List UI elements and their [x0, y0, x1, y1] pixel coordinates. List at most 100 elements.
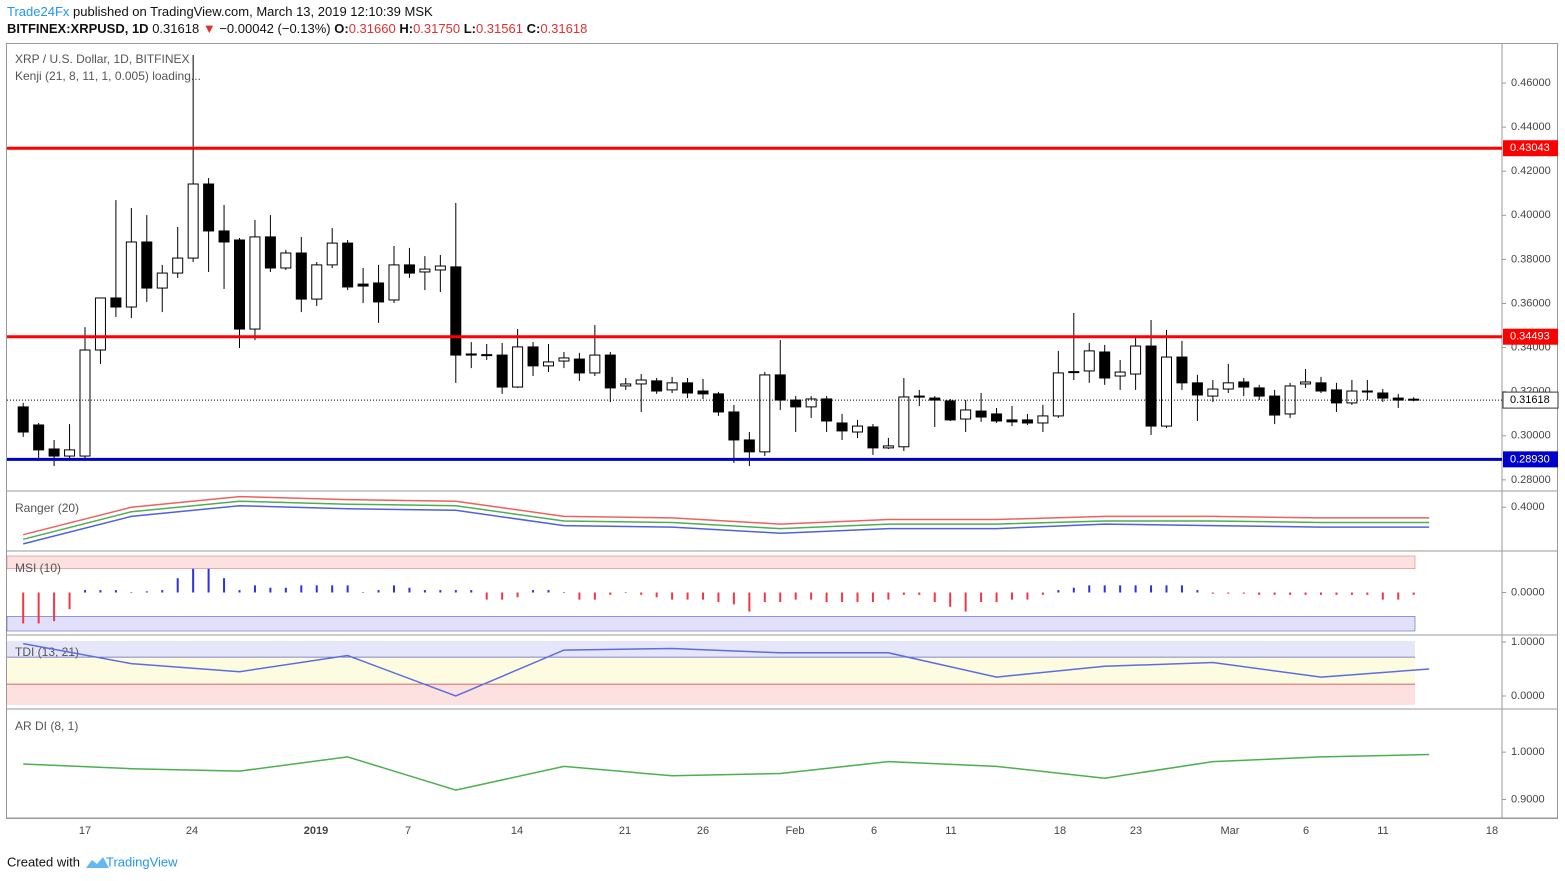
histogram-bar	[408, 587, 411, 593]
histogram-bar	[161, 590, 164, 593]
candle-body	[1207, 388, 1219, 397]
candle-body	[944, 400, 956, 421]
candle-body	[728, 411, 740, 441]
band-top	[7, 641, 1415, 658]
indicator-line	[23, 753, 1430, 791]
y-tick-label: 0.28000	[1511, 474, 1551, 486]
x-tick-label: 7	[405, 825, 411, 837]
histogram-bar	[841, 592, 844, 603]
histogram-bar	[269, 587, 272, 593]
candle-body	[759, 374, 771, 453]
indicator-title: Ranger (20)	[15, 501, 79, 515]
histogram-bar	[532, 590, 535, 593]
indicator-line	[23, 504, 1430, 545]
histogram-bar	[1026, 592, 1029, 600]
candle-body	[234, 239, 245, 330]
candle-body	[1238, 381, 1250, 388]
y-tick-label: 1.0000	[1511, 636, 1545, 648]
y-tick-label: 0.44000	[1511, 121, 1551, 133]
x-tick-label: 24	[186, 825, 198, 837]
histogram-bar	[1041, 592, 1044, 595]
histogram-bar	[980, 592, 983, 603]
histogram-bar	[1150, 585, 1153, 593]
histogram-bar	[609, 592, 612, 595]
candle-body	[1176, 356, 1188, 384]
header-line-2: BITFINEX:XRPUSD, 1D 0.31618 ▼ −0.00042 (…	[7, 21, 587, 36]
candle-body	[635, 379, 647, 385]
x-tick-label: 26	[697, 825, 709, 837]
candle-body	[1145, 345, 1157, 427]
histogram-bar	[671, 592, 674, 600]
histogram-bar	[346, 585, 349, 593]
x-tick-label: 21	[619, 825, 631, 837]
histogram-bar	[84, 590, 86, 593]
published: published on TradingView.com, March 13, …	[73, 4, 433, 19]
candle-body	[975, 410, 987, 418]
candle-body	[1222, 382, 1234, 390]
candle-body	[712, 393, 724, 413]
histogram-bar	[1072, 587, 1075, 593]
histogram-bar	[439, 590, 442, 593]
price-label: 0.31618	[1510, 394, 1550, 406]
ohlc-value: 0.31750	[413, 21, 460, 36]
candle-body	[64, 449, 76, 457]
histogram-bar	[1258, 592, 1261, 595]
histogram-bar	[207, 568, 210, 593]
candle-body	[867, 426, 879, 449]
histogram-bar	[1211, 592, 1214, 594]
histogram-bar	[362, 592, 365, 593]
histogram-bar	[732, 592, 735, 605]
price-label-box	[1503, 328, 1558, 345]
histogram-bar	[1242, 592, 1245, 594]
histogram-bar	[794, 592, 797, 600]
candle-body	[110, 297, 122, 308]
candle-body	[1392, 397, 1404, 401]
chart-title: XRP / U.S. Dollar, 1D, BITFINEX	[15, 52, 190, 66]
candle-body	[48, 448, 60, 457]
candle-body	[1068, 371, 1080, 374]
x-tick-label: 11	[1377, 825, 1388, 837]
ohlc-label: C:	[527, 21, 541, 36]
candle-body	[342, 242, 354, 288]
histogram-bar	[238, 590, 241, 593]
candle-body	[295, 252, 307, 300]
candle-body	[913, 395, 925, 398]
candle-body	[280, 252, 292, 269]
candle-body	[311, 264, 323, 300]
histogram-bar	[1134, 585, 1137, 593]
histogram-bar	[655, 592, 658, 598]
price-label: 0.34493	[1510, 331, 1550, 343]
y-tick-label: 0.0000	[1511, 690, 1545, 702]
candle-body	[172, 257, 184, 274]
histogram-bar	[300, 585, 303, 593]
footer-brand: TradingView	[106, 854, 178, 869]
indicator-line	[23, 495, 1430, 536]
histogram-bar	[887, 592, 890, 600]
histogram-bar	[377, 590, 380, 593]
histogram-bar	[964, 592, 967, 612]
candle-body	[465, 353, 477, 356]
price-label: 0.28930	[1510, 453, 1550, 465]
candle-body	[589, 354, 601, 374]
chart-subtitle: Kenji (21, 8, 11, 1, 0.005) loading...	[15, 69, 201, 83]
candle-body	[1330, 389, 1342, 404]
histogram-bar	[902, 592, 905, 595]
arrow: ▼	[203, 21, 216, 36]
candle-body	[1052, 372, 1064, 417]
candle-body	[1083, 350, 1095, 372]
candle-body	[264, 236, 276, 269]
histogram-bar	[284, 587, 287, 593]
candle-body	[1021, 419, 1033, 424]
histogram-bar	[562, 592, 565, 593]
histogram-bar	[686, 592, 689, 600]
x-tick-label: Feb	[786, 825, 805, 837]
candle-body	[512, 346, 524, 388]
histogram-bar	[130, 592, 133, 593]
ohlc-label: H:	[399, 21, 413, 36]
candle-body	[481, 354, 493, 357]
histogram-bar	[1227, 592, 1230, 594]
candle-body	[357, 283, 369, 287]
histogram-bar	[176, 578, 179, 593]
histogram-bar	[1119, 585, 1122, 593]
candle-body	[1300, 381, 1312, 385]
